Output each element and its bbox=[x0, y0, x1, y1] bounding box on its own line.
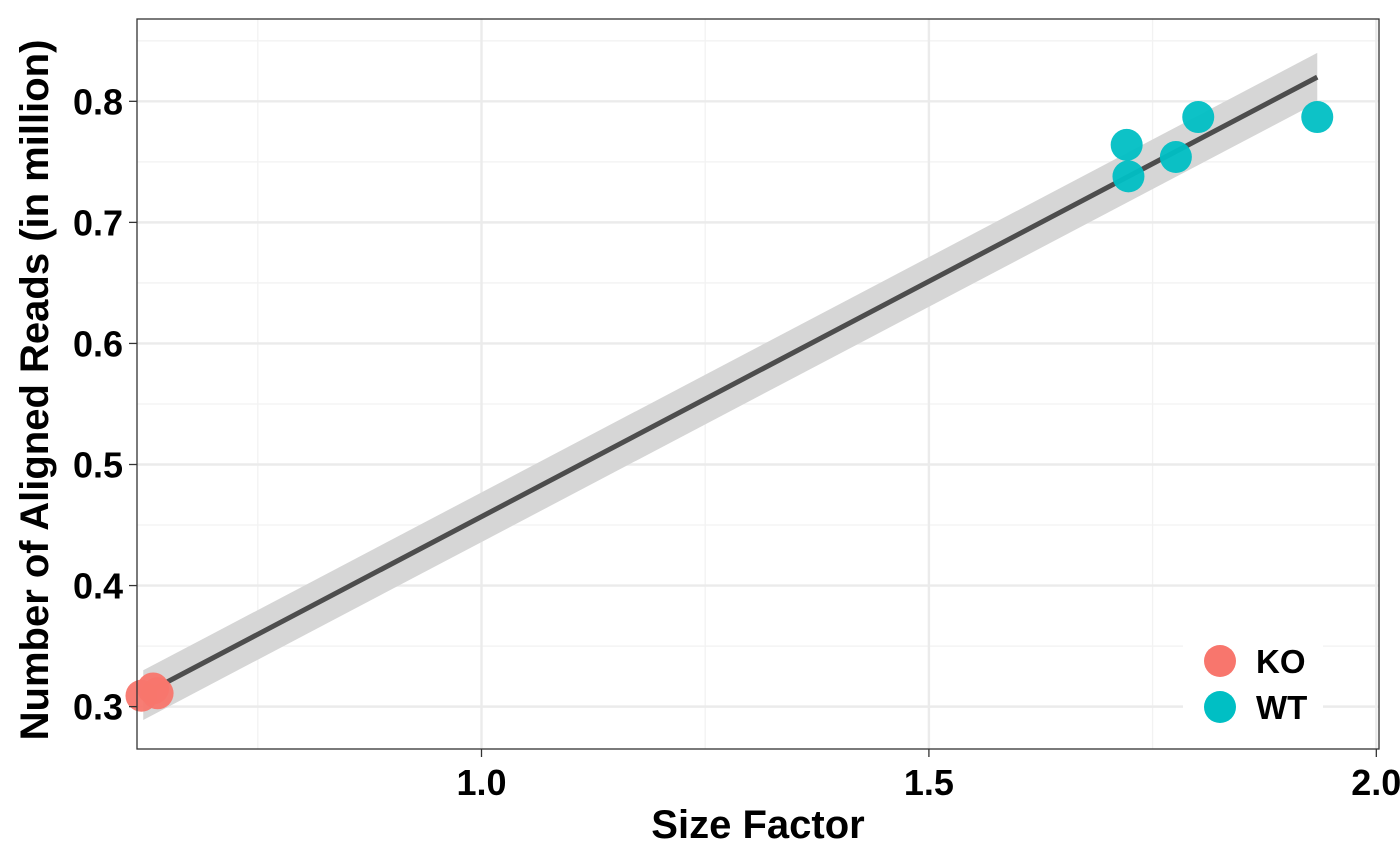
y-tick-label: 0.5 bbox=[73, 445, 123, 486]
data-points bbox=[125, 101, 1334, 712]
panel-border bbox=[136, 18, 1380, 750]
regression-fit bbox=[142, 52, 1319, 720]
axis-ticks bbox=[129, 100, 1377, 757]
x-tick-label: 1.0 bbox=[456, 762, 506, 803]
y-tick-labels: 0.3 0.4 0.5 0.6 0.7 0.8 bbox=[73, 81, 123, 727]
data-point-wt bbox=[1112, 160, 1145, 193]
legend-key-wt bbox=[1204, 691, 1236, 723]
legend-label-wt: WT bbox=[1256, 689, 1307, 726]
legend-background bbox=[1183, 636, 1323, 736]
data-point-wt bbox=[1182, 101, 1215, 134]
data-point-wt bbox=[1110, 128, 1143, 161]
x-axis-title: Size Factor bbox=[651, 803, 864, 847]
legend-label-ko: KO bbox=[1256, 643, 1306, 680]
legend: KO WT bbox=[1183, 636, 1323, 736]
y-axis-title: Number of Aligned Reads (in million) bbox=[13, 40, 57, 741]
y-tick-label: 0.4 bbox=[73, 566, 123, 607]
y-tick-label: 0.7 bbox=[73, 202, 123, 243]
data-point-wt bbox=[1159, 141, 1192, 174]
y-tick-label: 0.3 bbox=[73, 687, 123, 728]
y-tick-label: 0.8 bbox=[73, 81, 123, 122]
x-tick-labels: 1.0 1.5 2.0 bbox=[456, 762, 1400, 803]
data-point-ko bbox=[141, 677, 174, 710]
y-tick-label: 0.6 bbox=[73, 323, 123, 364]
x-tick-label: 1.5 bbox=[904, 762, 954, 803]
legend-key-ko bbox=[1204, 645, 1236, 677]
data-point-wt bbox=[1301, 101, 1334, 134]
x-tick-label: 2.0 bbox=[1351, 762, 1400, 803]
